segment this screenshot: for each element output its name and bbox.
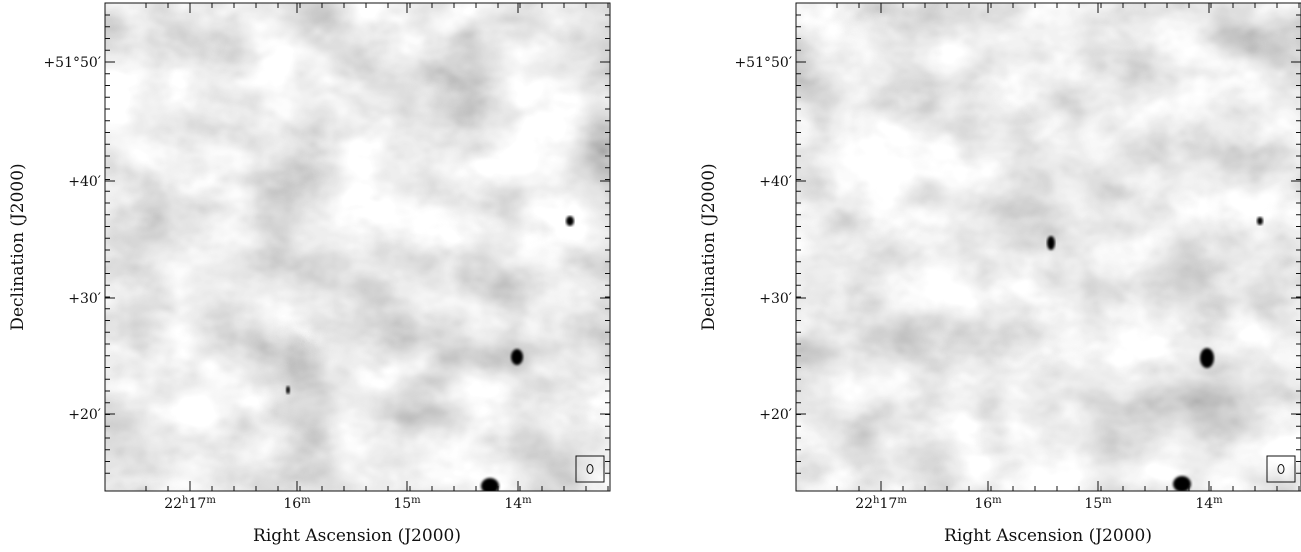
x-tick-unit: m: [1213, 495, 1223, 506]
x-tick-label: 22h17m: [855, 495, 907, 513]
radio-source: [286, 386, 290, 394]
radio-source: [1257, 217, 1263, 225]
x-tick-unit: m: [1102, 495, 1112, 506]
x-tick-number: 14: [1195, 496, 1213, 512]
x-tick-unit: h: [182, 495, 189, 506]
beam-box: [1266, 455, 1296, 483]
radio-source: [1173, 476, 1191, 491]
map-frame: [795, 2, 1301, 492]
x-axis-label: Right Ascension (J2000): [944, 526, 1152, 546]
x-axis-label: Right Ascension (J2000): [253, 526, 461, 546]
beam: [1277, 464, 1285, 474]
radio-source: [511, 349, 523, 365]
y-axis-label: Declination (J2000): [8, 163, 28, 330]
x-tick-unit: m: [522, 495, 532, 506]
x-tick-label: 15m: [393, 495, 421, 513]
y-tick-label: +20′: [68, 407, 101, 423]
radio-source: [481, 478, 499, 491]
x-tick-label: 16m: [283, 495, 311, 513]
y-tick-label: +51°50′: [43, 55, 101, 71]
x-tick-label: 14m: [1195, 495, 1223, 513]
map-frame: [104, 2, 611, 492]
x-tick-number: 22: [164, 496, 182, 512]
map-panel: [796, 3, 1301, 491]
y-tick-label: +40′: [68, 174, 101, 190]
sky-image: [105, 3, 610, 491]
x-tick-label: 14m: [504, 495, 532, 513]
beam-box: [575, 455, 605, 483]
x-tick-unit: m: [992, 495, 1002, 506]
radio-source: [566, 216, 574, 226]
radio-source: [1047, 236, 1055, 250]
x-tick-number: 14: [504, 496, 522, 512]
radio-source: [1200, 348, 1214, 368]
y-tick-label: +20′: [759, 407, 792, 423]
beam: [586, 464, 594, 474]
x-tick-label: 15m: [1084, 495, 1112, 513]
x-tick-number: 22: [855, 496, 873, 512]
y-tick-label: +30′: [68, 291, 101, 307]
y-tick-label: +30′: [759, 291, 792, 307]
x-tick-number: 15: [393, 496, 411, 512]
x-tick-number: 16: [974, 496, 992, 512]
x-tick-unit: m: [301, 495, 311, 506]
x-tick-unit: h: [873, 495, 880, 506]
x-tick-label: 16m: [974, 495, 1002, 513]
x-tick-number: 17: [188, 496, 206, 512]
x-tick-number: 15: [1084, 496, 1102, 512]
map-panel: [105, 3, 610, 491]
y-tick-label: +40′: [759, 174, 792, 190]
x-tick-unit: m: [897, 495, 907, 506]
y-tick-label: +51°50′: [734, 55, 792, 71]
x-tick-unit: m: [411, 495, 421, 506]
x-tick-unit: m: [206, 495, 216, 506]
x-tick-number: 16: [283, 496, 301, 512]
x-tick-number: 17: [879, 496, 897, 512]
y-axis-label: Declination (J2000): [699, 163, 719, 330]
x-tick-label: 22h17m: [164, 495, 216, 513]
